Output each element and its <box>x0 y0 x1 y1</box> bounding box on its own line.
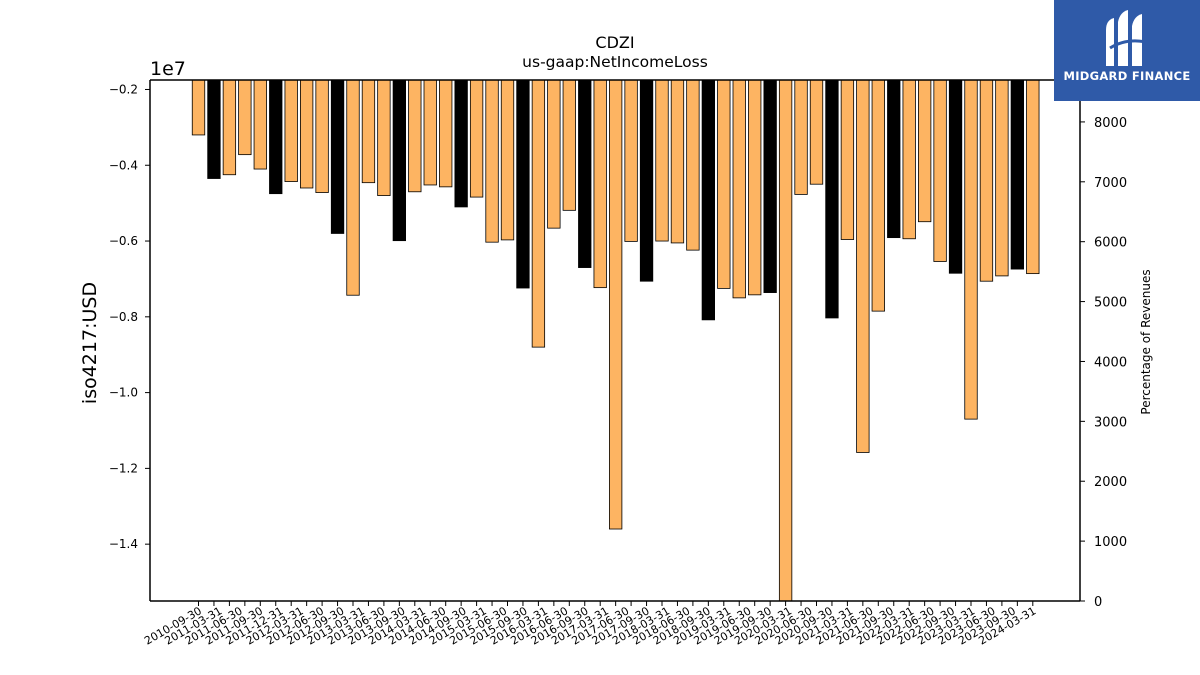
bar-2015-09-30 <box>500 79 515 241</box>
chart-subtitle: us-gaap:NetIncomeLoss <box>522 53 708 71</box>
y2-tick-label: 5000 <box>1094 296 1127 311</box>
bar-2013-06-30 <box>361 79 376 184</box>
y2-tick-label: 7000 <box>1094 176 1127 191</box>
bar-2012-09-30 <box>315 79 329 193</box>
bar-2020-03-31 <box>778 79 793 602</box>
bar-2022-03-31 <box>902 79 916 240</box>
y2-tick-label: 3000 <box>1094 415 1127 430</box>
bar-2015-06-30 <box>485 79 499 243</box>
midgard-logo-icon <box>1106 10 1147 66</box>
bar-2018-09-30 <box>686 79 700 251</box>
bar-2010-09-30 <box>191 79 206 136</box>
bars-layer <box>191 79 1040 602</box>
y-tick-label: −1.4 <box>109 537 138 551</box>
y-tick-label: −1.0 <box>109 386 138 400</box>
brand-name: MIDGARD FINANCE <box>1063 69 1191 83</box>
y2-tick-label: 0 <box>1094 595 1102 610</box>
bar-2016-09-30 <box>562 79 576 211</box>
bar-2016-03-31 <box>531 79 546 348</box>
bar-2013-12-31 <box>392 79 407 242</box>
bar-2022-06-30 <box>918 79 932 223</box>
bar-2020-12-31 <box>825 79 839 319</box>
bar-2011-09-30 <box>253 79 267 170</box>
bar-2018-06-30 <box>670 79 685 244</box>
x-tick-labels: 2010-09-302011-03-312011-06-302011-09-30… <box>142 604 1038 647</box>
y2-ticks: 0 1000 2000 3000 4000 5000 6000 7000 8000 <box>1080 116 1127 610</box>
bar-2021-09-30 <box>871 79 885 312</box>
bar-2011-06-30 <box>238 79 252 156</box>
y-tick-label: −0.6 <box>109 234 138 248</box>
bar-2012-03-31 <box>284 79 298 182</box>
bar-2019-03-31 <box>717 79 731 289</box>
bar-2017-03-31 <box>593 79 607 289</box>
y-axis-label: iso4217:USD <box>79 282 101 404</box>
y2-tick-label: 6000 <box>1094 236 1127 251</box>
x-ticks <box>198 601 1034 606</box>
bar-2020-06-30 <box>794 79 808 195</box>
bar-2023-03-31 <box>964 79 978 420</box>
bar-2014-12-31 <box>454 79 468 208</box>
bar-2023-06-30 <box>979 79 994 282</box>
bar-2021-12-31 <box>887 79 901 239</box>
bar-2010-12-31 <box>207 79 221 179</box>
bar-2019-06-30 <box>732 79 746 299</box>
bar-2023-12-31 <box>1010 79 1024 270</box>
bar-2011-12-31 <box>269 79 283 195</box>
bar-2011-03-31 <box>222 79 237 176</box>
bar-2021-03-31 <box>840 79 855 240</box>
bar-2023-09-30 <box>995 79 1009 277</box>
y2-axis-label: Percentage of Revenues <box>1139 269 1153 414</box>
y-tick-label: −1.2 <box>109 461 138 475</box>
y2-tick-label: 4000 <box>1094 355 1127 370</box>
y2-tick-label: 2000 <box>1094 475 1127 490</box>
bar-2024-03-31 <box>1026 79 1040 275</box>
bar-2022-12-31 <box>948 79 963 274</box>
y-tick-label: −0.8 <box>109 310 138 324</box>
bar-2017-09-30 <box>624 79 638 242</box>
y2-tick-label: 1000 <box>1094 535 1127 550</box>
y-tick-label: −0.4 <box>109 158 138 172</box>
bar-2013-03-31 <box>346 79 360 296</box>
bar-2021-06-30 <box>856 79 870 453</box>
bar-2018-03-31 <box>655 79 669 242</box>
bar-2016-12-31 <box>578 79 592 268</box>
bar-2020-09-30 <box>809 79 824 185</box>
bar-2019-12-31 <box>763 79 777 293</box>
bar-2014-06-30 <box>423 79 437 186</box>
brand-logo: MIDGARD FINANCE <box>1054 0 1200 101</box>
bar-2015-03-31 <box>469 79 484 198</box>
y-ticks: −0.2 −0.4 −0.6 −0.8 −1.0 −1.2 −1.4 <box>109 82 150 551</box>
bar-2012-12-31 <box>330 79 345 234</box>
bar-2014-09-30 <box>439 79 453 188</box>
chart-title: CDZI <box>595 33 634 52</box>
y-offset-text: 1e7 <box>150 58 186 80</box>
bar-2017-12-31 <box>639 79 654 282</box>
bar-2015-12-31 <box>516 79 530 289</box>
bar-2012-06-30 <box>299 79 314 189</box>
bar-2018-12-31 <box>701 79 715 321</box>
bar-2013-09-30 <box>377 79 391 196</box>
bar-2019-09-30 <box>748 79 762 296</box>
bar-2014-03-31 <box>408 79 422 193</box>
bar-2017-06-30 <box>609 79 623 530</box>
y2-tick-label: 8000 <box>1094 116 1127 131</box>
bar-2016-06-30 <box>547 79 561 229</box>
bar-2022-09-30 <box>933 79 947 262</box>
y-tick-label: −0.2 <box>109 82 138 96</box>
